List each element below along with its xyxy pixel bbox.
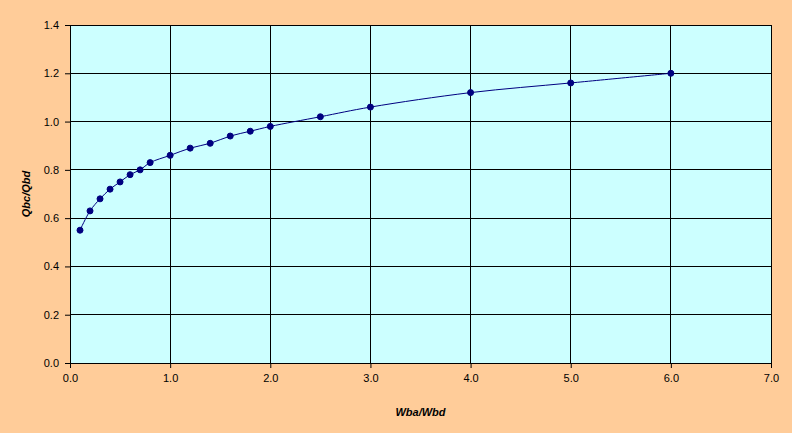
- marker: [77, 227, 83, 233]
- marker: [147, 160, 153, 166]
- grid-line: [70, 25, 771, 26]
- tick-mark: [65, 315, 70, 316]
- tick-label: 1.0: [163, 372, 178, 384]
- tick-mark: [65, 218, 70, 219]
- tick-label: 1.4: [44, 19, 59, 31]
- tick: 1.0: [163, 363, 178, 384]
- marker: [97, 196, 103, 202]
- tick: 2.0: [263, 363, 278, 384]
- background: [0, 0, 792, 433]
- grid-line: [70, 314, 771, 315]
- tick-label: 0.8: [44, 164, 59, 176]
- tick-label: 0.0: [63, 372, 78, 384]
- tick-mark: [65, 363, 70, 364]
- marker: [137, 167, 143, 173]
- tick-label: 0.2: [44, 309, 59, 321]
- y-axis: 0.0 0.2 0.4 0.6 0.8 1.0 1.2 1.4: [44, 19, 71, 369]
- tick-mark: [471, 363, 472, 368]
- marker: [167, 152, 173, 158]
- marker: [468, 90, 474, 96]
- tick-mark: [65, 266, 70, 267]
- tick: 6.0: [664, 363, 679, 384]
- axis-line: [65, 26, 71, 364]
- marker: [367, 104, 373, 110]
- tick-mark: [65, 25, 70, 26]
- tick-label: 3.0: [363, 372, 378, 384]
- tick-label: 0.4: [44, 260, 59, 272]
- grid-line: [70, 121, 771, 122]
- y-axis-title: Qbc/Qbd: [20, 171, 32, 218]
- tick: 3.0: [363, 363, 378, 384]
- marker: [107, 186, 113, 192]
- marker: [668, 70, 674, 76]
- tick: 0.4: [44, 260, 70, 272]
- tick: 1.2: [44, 67, 70, 79]
- tick-mark: [771, 363, 772, 368]
- marker: [87, 208, 93, 214]
- plot-area: [70, 25, 771, 363]
- tick: 7.0: [764, 363, 779, 384]
- marker: [568, 80, 574, 86]
- grid-line: [570, 25, 571, 363]
- tick: 5.0: [564, 363, 579, 384]
- tick-label: 0.0: [44, 357, 59, 369]
- grid-line: [70, 266, 771, 267]
- tick: 4.0: [463, 363, 478, 384]
- marker: [227, 133, 233, 139]
- marker: [117, 179, 123, 185]
- grid-line: [370, 25, 371, 363]
- tick-mark: [170, 363, 171, 368]
- tick: 0.2: [44, 309, 70, 321]
- tick-mark: [370, 363, 371, 368]
- tick-mark: [270, 363, 271, 368]
- tick-mark: [65, 170, 70, 171]
- grid-line: [771, 25, 772, 363]
- tick-mark: [65, 73, 70, 74]
- tick-label: 5.0: [564, 372, 579, 384]
- tick-label: 2.0: [263, 372, 278, 384]
- marker: [317, 114, 323, 120]
- grid: [70, 25, 771, 363]
- marker: [207, 140, 213, 146]
- grid-line: [270, 25, 271, 363]
- tick-label: 1.0: [44, 116, 59, 128]
- marker: [127, 172, 133, 178]
- marker: [187, 145, 193, 151]
- tick-mark: [571, 363, 572, 368]
- marker: [247, 128, 253, 134]
- tick-mark: [671, 363, 672, 368]
- grid-line: [70, 218, 771, 219]
- tick-mark: [65, 122, 70, 123]
- tick-label: 7.0: [764, 372, 779, 384]
- tick: 1.0: [44, 116, 70, 128]
- tick: 0.8: [44, 164, 70, 176]
- plot: 0.0 1.0 2.0 3.0 4.0 5.0 6.0 7.0 0.0 0.2 0.4 0.6 0.8 1…: [44, 19, 779, 384]
- tick-label: 0.6: [44, 212, 59, 224]
- grid-line: [170, 25, 171, 363]
- line: [80, 73, 671, 230]
- x-axis: 0.0 1.0 2.0 3.0 4.0 5.0 6.0 7.0: [63, 363, 779, 384]
- tick-label: 1.2: [44, 67, 59, 79]
- marker: [267, 123, 273, 129]
- series: [77, 70, 674, 233]
- tick: 1.4: [44, 19, 70, 31]
- x-axis-title: Wba/Wbd: [395, 406, 445, 418]
- tick: 0.6: [44, 212, 70, 224]
- tick: 0.0: [63, 363, 78, 384]
- tick-label: 6.0: [664, 372, 679, 384]
- grid-line: [470, 25, 471, 363]
- tick: 0.0: [44, 357, 70, 369]
- tick-label: 4.0: [463, 372, 478, 384]
- axis-line: [71, 364, 772, 369]
- chart: 0.0 1.0 2.0 3.0 4.0 5.0 6.0 7.0 0.0 0.2 0.4 0.6 0.8 1…: [0, 0, 792, 433]
- grid-line: [70, 169, 771, 170]
